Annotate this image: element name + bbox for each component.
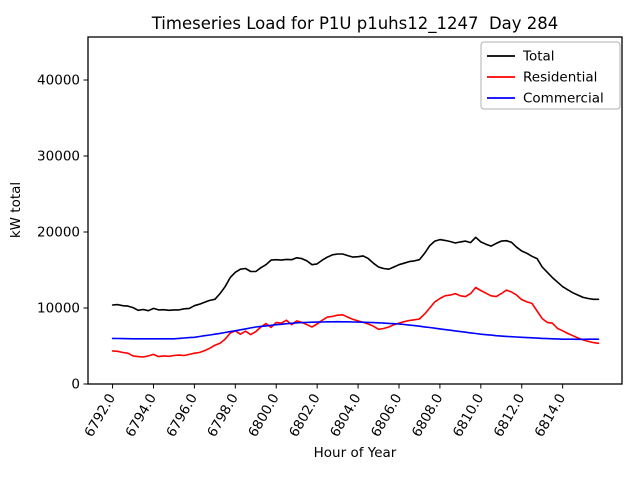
y-tick-label: 20000 bbox=[37, 225, 80, 241]
x-tick-label: 6792.0 bbox=[82, 391, 119, 440]
x-axis-ticks: 6792.0 6794.0 6796.0 6798.0 6800.0 6802.0 6804… bbox=[82, 384, 569, 440]
y-tick-label: 30000 bbox=[37, 149, 80, 165]
x-tick-label: 6814.0 bbox=[532, 391, 569, 440]
legend: Total Residential Commercial bbox=[480, 41, 621, 110]
x-tick-label: 6800.0 bbox=[245, 391, 282, 440]
x-tick-label: 6802.0 bbox=[286, 391, 323, 440]
x-tick-label: 6794.0 bbox=[122, 391, 159, 440]
x-tick-label: 6804.0 bbox=[327, 391, 364, 440]
y-tick-label: 40000 bbox=[37, 73, 80, 89]
x-tick-label: 6810.0 bbox=[450, 391, 487, 440]
x-tick-label: 6812.0 bbox=[491, 391, 528, 440]
series-line-total bbox=[111, 236, 600, 312]
y-axis-ticks: 0 10000 20000 30000 40000 bbox=[37, 73, 88, 393]
x-tick-label: 6806.0 bbox=[368, 391, 405, 440]
x-axis-label: Hour of Year bbox=[314, 445, 397, 461]
series-lines bbox=[111, 236, 600, 358]
chart-title: Timeseries Load for P1U p1uhs12_1247 Day… bbox=[151, 14, 559, 34]
legend-label-residential: Residential bbox=[523, 70, 597, 86]
legend-label-total: Total bbox=[522, 49, 555, 65]
y-tick-label: 10000 bbox=[37, 301, 80, 317]
y-tick-label: 0 bbox=[71, 377, 80, 393]
x-tick-label: 6796.0 bbox=[163, 391, 200, 440]
x-tick-label: 6798.0 bbox=[204, 391, 241, 440]
axes-frame bbox=[87, 36, 623, 385]
x-tick-label: 6808.0 bbox=[409, 391, 446, 440]
legend-label-commercial: Commercial bbox=[523, 91, 604, 107]
y-axis-label: kW total bbox=[8, 182, 24, 238]
legend-box bbox=[480, 41, 621, 110]
series-line-residential bbox=[111, 286, 600, 358]
series-line-commercial bbox=[111, 320, 600, 341]
